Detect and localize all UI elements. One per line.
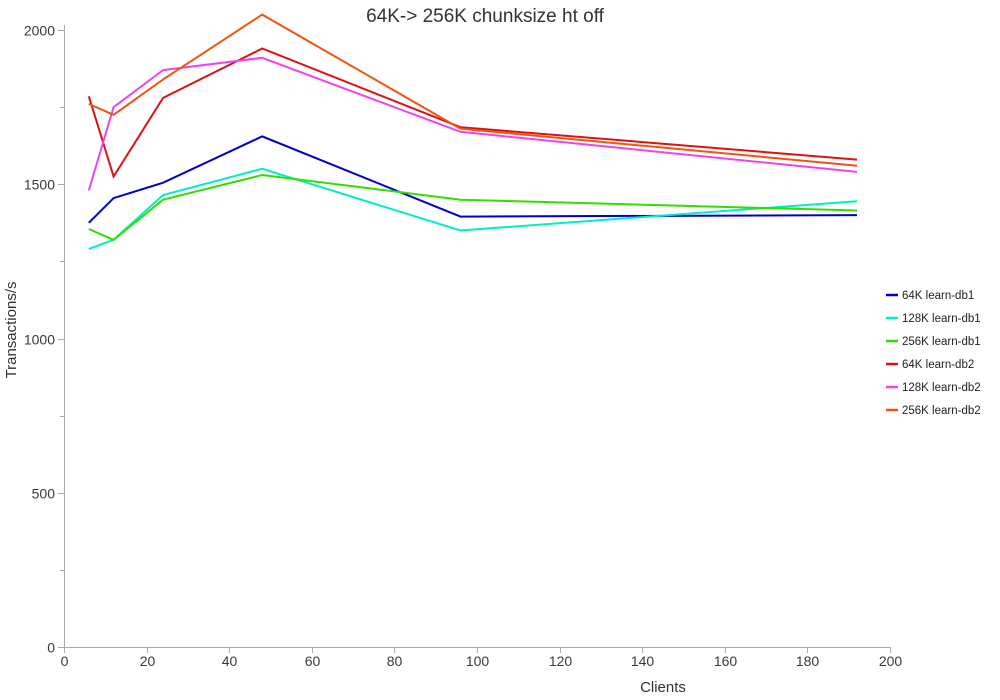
legend: 64K learn-db1 128K learn-db1 256K learn-db…	[886, 290, 981, 417]
x-tick-label: 40	[222, 653, 238, 669]
x-tick-label: 80	[387, 653, 403, 669]
series-line	[87, 56, 858, 191]
chart-title: 64K-> 256K chunksize ht off	[366, 6, 605, 27]
x-axis-label: Clients	[640, 679, 686, 696]
legend-label: 128K learn-db1	[902, 313, 981, 325]
series-line	[88, 167, 858, 250]
x-tick-label: 100	[466, 653, 490, 669]
series-line	[88, 135, 858, 224]
y-axis-label: Transactions/s	[3, 282, 20, 379]
y-tick-label: 2000	[24, 23, 55, 39]
legend-label: 64K learn-db1	[902, 290, 974, 302]
y-tick-label: 0	[47, 640, 55, 656]
series-line	[88, 13, 858, 167]
x-tick-label: 160	[714, 653, 738, 669]
y-tick-label: 500	[32, 486, 56, 502]
axes: 0 500 1000 1500 2000 0 20 40 60 80 100 120 140 160 180…	[24, 23, 903, 670]
x-tick-label: 20	[140, 653, 156, 669]
legend-label: 256K learn-db2	[902, 405, 981, 417]
legend-label: 128K learn-db2	[902, 382, 981, 394]
y-tick-label: 1000	[24, 332, 55, 348]
series-line	[88, 173, 858, 241]
series-line	[87, 47, 858, 179]
x-tick-label: 0	[61, 653, 69, 669]
legend-label: 256K learn-db1	[902, 336, 981, 348]
series-lines	[87, 13, 858, 250]
legend-label: 64K learn-db2	[902, 359, 974, 371]
x-tick-label: 200	[879, 653, 903, 669]
x-tick-label: 180	[796, 653, 820, 669]
y-tick-label: 1500	[24, 177, 55, 193]
x-tick-label: 120	[549, 653, 573, 669]
x-tick-label: 140	[631, 653, 655, 669]
x-tick-label: 60	[305, 653, 321, 669]
